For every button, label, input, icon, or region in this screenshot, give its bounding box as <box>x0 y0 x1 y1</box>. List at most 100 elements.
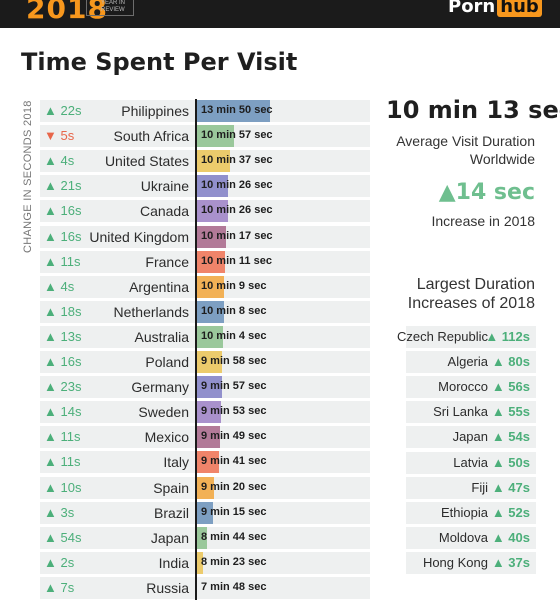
list-item-country: Czech Republic <box>396 329 488 344</box>
category-label: South Africa <box>113 128 190 145</box>
bar-value-label: 9 min 53 sec <box>201 405 267 418</box>
up-arrow-icon: ▲ <box>44 178 61 194</box>
category-label: Australia <box>134 328 189 345</box>
list-item-value: ▲ 40s <box>492 530 530 545</box>
bar-value-label: 7 min 48 sec <box>201 580 267 593</box>
chart-row: ▲ 2s India 8 min 23 sec <box>40 551 370 574</box>
category-label: France <box>145 253 189 270</box>
list-item-value-text: 40s <box>508 529 530 545</box>
change-value: 5s <box>60 128 75 144</box>
up-arrow-icon: ▲ <box>491 454 509 470</box>
bar-value-label: 9 min 41 sec <box>201 455 267 468</box>
change-value: 3s <box>60 504 75 520</box>
change-label: ▼ 5s <box>44 128 74 143</box>
axis-line <box>195 99 197 600</box>
change-label: ▲ 7s <box>44 580 74 595</box>
bar-value-label: 10 min 57 sec <box>201 129 273 142</box>
bar: 10 min 8 sec <box>196 300 266 323</box>
list-item: Sri Lanka ▲ 55s <box>406 401 536 424</box>
change-value: 16s <box>60 354 82 369</box>
chart-row: ▲ 4s United States 10 min 37 sec <box>40 150 370 173</box>
list-item-value-text: 47s <box>508 479 530 495</box>
chart-row: ▲ 16s United Kingdom 10 min 17 sec <box>40 225 370 248</box>
site-logo[interactable]: Porn hub <box>448 0 542 17</box>
up-arrow-icon: ▲ <box>491 404 509 420</box>
list-item-value: ▲ 37s <box>492 555 530 570</box>
bar: 9 min 58 sec <box>196 351 266 373</box>
change-label: ▲ 16s <box>44 203 81 218</box>
list-item-value: ▲ 47s <box>492 480 530 495</box>
chart-row: ▼ 5s South Africa 10 min 57 sec <box>40 125 370 148</box>
category-label: Germany <box>131 379 189 396</box>
chart-row: ▲ 7s Russia 7 min 48 sec <box>40 576 370 599</box>
bar: 8 min 23 sec <box>196 551 266 574</box>
bar: 10 min 4 sec <box>196 325 266 348</box>
change-value: 11s <box>60 454 81 470</box>
up-arrow-icon: ▲ <box>44 554 61 570</box>
change-value: 18s <box>60 303 82 319</box>
change-value: 23s <box>60 379 82 395</box>
list-item-country: Japan <box>452 429 488 445</box>
bar-value-label: 9 min 49 sec <box>201 430 267 443</box>
chart-row: ▲ 4s Argentina 10 min 9 sec <box>40 275 370 298</box>
chart-title: Time Spent Per Visit <box>21 48 298 76</box>
bar-value-label: 10 min 9 sec <box>201 279 267 292</box>
change-label: ▲ 3s <box>44 505 74 520</box>
change-label: ▲ 21s <box>44 178 81 193</box>
list-item-value-text: 55s <box>508 404 530 420</box>
y-axis-label: CHANGE IN SECONDS 2018 <box>22 100 34 253</box>
list-item-value: ▲ 55s <box>492 404 530 419</box>
up-arrow-icon: ▲ <box>485 329 502 344</box>
category-label: Poland <box>145 354 189 370</box>
category-label: Argentina <box>129 278 189 295</box>
list-item: Fiji ▲ 47s <box>406 476 536 499</box>
chart-row: ▲ 11s Mexico 9 min 49 sec <box>40 426 370 449</box>
category-label: Ukraine <box>140 178 189 195</box>
category-label: Japan <box>150 529 189 546</box>
down-arrow-icon: ▼ <box>44 128 61 144</box>
change-label: ▲ 54s <box>44 530 81 545</box>
list-item-value: ▲ 112s <box>485 329 530 344</box>
average-duration-scope: Worldwide <box>469 151 535 167</box>
logo-hub-badge: hub <box>497 0 542 17</box>
list-item: Algeria ▲ 80s <box>406 351 536 374</box>
chart-row: ▲ 3s Brazil 9 min 15 sec <box>40 501 370 524</box>
up-arrow-icon: ▲ <box>491 479 509 495</box>
list-item: Moldova ▲ 40s <box>406 526 536 549</box>
list-item-value-text: 52s <box>508 504 530 520</box>
up-arrow-icon: ▲ <box>44 253 61 269</box>
change-label: ▲ 13s <box>44 329 81 344</box>
category-label: Netherlands <box>113 303 190 320</box>
up-arrow-icon: ▲ <box>44 504 61 520</box>
category-label: Spain <box>153 479 189 496</box>
bar-value-label: 9 min 15 sec <box>201 505 267 518</box>
up-arrow-icon: ▲ <box>44 103 61 118</box>
chart-row: ▲ 14s Sweden 9 min 53 sec <box>40 401 370 424</box>
list-item-country: Fiji <box>471 479 488 495</box>
up-arrow-icon: ▲ <box>44 303 61 319</box>
change-label: ▲ 22s <box>44 103 81 118</box>
list-item-country: Latvia <box>453 454 488 470</box>
category-label: United States <box>104 153 189 170</box>
category-label: Russia <box>146 579 189 596</box>
bar-value-label: 10 min 17 sec <box>201 229 273 242</box>
bar: 10 min 9 sec <box>196 275 266 298</box>
up-arrow-icon: ▲ <box>44 479 61 495</box>
list-item-value-text: 50s <box>508 454 530 470</box>
chart-row: ▲ 16s Poland 9 min 58 sec <box>40 351 370 373</box>
list-item: Hong Kong ▲ 37s <box>406 551 536 574</box>
change-label: ▲ 11s <box>44 429 80 444</box>
year-in-review-badge: YEAR IN REVIEW <box>86 0 134 16</box>
chart-row: ▲ 22s Philippines 13 min 50 sec <box>40 100 370 122</box>
list-item-country: Morocco <box>438 379 488 395</box>
change-value: 54s <box>60 529 82 545</box>
chart-row: ▲ 54s Japan 8 min 44 sec <box>40 526 370 549</box>
change-label: ▲ 2s <box>44 555 74 570</box>
bar-value-label: 9 min 20 sec <box>201 480 267 493</box>
up-arrow-icon: ▲ <box>44 278 61 294</box>
change-label: ▲ 4s <box>44 279 74 294</box>
largest-increases-title: Largest Duration <box>416 276 535 293</box>
bar: 9 min 49 sec <box>196 426 266 449</box>
change-value: 10s <box>60 479 82 495</box>
change-value: 4s <box>60 278 75 294</box>
